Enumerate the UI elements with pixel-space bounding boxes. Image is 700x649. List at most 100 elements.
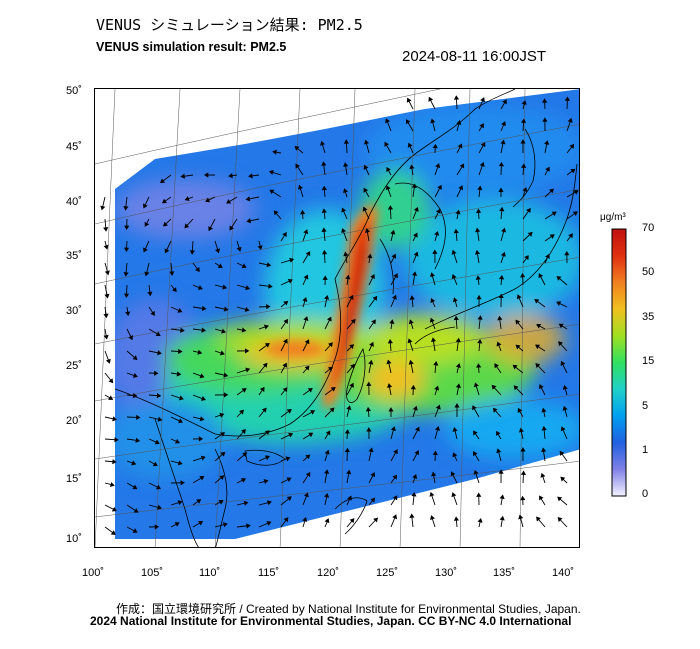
wind-arrow-head: [498, 274, 505, 280]
wind-arrow-head: [412, 474, 418, 479]
wind-arrow-head: [159, 178, 165, 184]
wind-arrow-head: [430, 515, 435, 521]
wind-arrow-head: [304, 365, 310, 371]
wind-arrow-head: [570, 168, 576, 174]
wind-arrow-head: [245, 285, 251, 291]
wind-arrow-head: [515, 344, 521, 350]
wind-arrow-head: [568, 233, 573, 239]
wind-arrow-head: [104, 293, 110, 299]
wind-arrow-head: [524, 255, 529, 261]
wind-arrow-head: [103, 227, 109, 232]
title-en: VENUS simulation result: PM2.5: [96, 40, 287, 54]
wind-arrow-head: [269, 189, 275, 195]
wind-arrow-head: [132, 355, 138, 361]
wind-arrow-head: [384, 141, 389, 147]
wind-arrow-head: [286, 409, 292, 414]
wind-arrow-head: [412, 405, 418, 411]
wind-arrow-head: [408, 319, 414, 325]
wind-arrow-head: [295, 163, 301, 169]
wind-arrow-head: [156, 484, 162, 490]
y-tick-label: 25˚: [66, 360, 82, 372]
wind-arrow-head: [111, 506, 117, 512]
wind-arrow-head: [451, 274, 457, 280]
wind-arrow-head: [344, 429, 350, 434]
wind-arrow-head: [432, 143, 438, 149]
map-canvas: [95, 89, 579, 547]
wind-arrow-head: [539, 495, 544, 501]
wind-arrow-head: [479, 161, 485, 167]
wind-arrow-head: [108, 395, 114, 400]
wind-arrow-head: [154, 524, 160, 530]
wind-arrow-head: [527, 231, 533, 237]
wind-arrow-head: [430, 118, 436, 124]
wind-arrow-head: [322, 275, 328, 280]
wind-arrow-head: [491, 384, 497, 390]
wind-arrow-head: [288, 432, 294, 438]
wind-arrow-head: [413, 206, 419, 212]
wind-arrow-head: [246, 218, 252, 224]
wind-arrow-head: [324, 449, 330, 455]
wind-arrow-head: [476, 492, 482, 497]
wind-arrow-head: [451, 249, 457, 255]
wind-arrow-head: [455, 363, 461, 369]
wind-arrow-head: [208, 226, 213, 232]
wind-arrow-head: [496, 341, 502, 347]
wind-vectors: [100, 95, 579, 535]
wind-arrow-head: [520, 470, 527, 475]
wind-arrow-head: [413, 232, 418, 238]
x-tick-label: 140˚: [552, 567, 575, 579]
credit-text: 作成：国立環境研究所 / Created by National Institu…: [116, 602, 581, 616]
wind-arrow-head: [264, 430, 270, 436]
wind-arrow-head: [131, 460, 137, 466]
wind-arrow-head: [385, 185, 391, 191]
wind-arrow-head: [266, 521, 272, 526]
wind-arrow-head: [132, 528, 138, 533]
colorbar-label: 70: [642, 222, 655, 234]
wind-arrow-head: [498, 187, 504, 192]
wind-arrow-head: [435, 208, 441, 214]
wind-arrow-head: [541, 447, 547, 453]
wind-arrow-head: [283, 517, 289, 523]
wind-arrow-head: [297, 184, 303, 190]
wind-arrow-head: [177, 500, 183, 506]
wind-arrow-head: [219, 350, 225, 356]
wind-arrow-head: [217, 263, 223, 268]
wind-arrow-head: [218, 500, 224, 505]
wind-arrow-head: [221, 328, 227, 334]
wind-arrow-head: [135, 437, 141, 443]
wind-arrow-head: [328, 342, 333, 348]
wind-arrow-head: [205, 197, 211, 203]
wind-arrow-head: [223, 306, 229, 312]
wind-arrow-head: [494, 363, 499, 369]
wind-arrow-head: [294, 146, 300, 151]
wind-arrow-head: [259, 386, 265, 392]
wind-arrow-head: [346, 405, 352, 411]
wind-arrow-head: [286, 496, 292, 501]
wind-arrow-head: [349, 518, 355, 524]
wind-arrow-head: [236, 246, 242, 252]
wind-arrow-head: [413, 251, 419, 257]
wind-arrow-head: [345, 274, 351, 280]
wind-arrow-head: [559, 450, 565, 456]
wind-arrow-head: [219, 432, 226, 437]
x-tick-label: 110˚: [199, 567, 221, 579]
wind-arrow-head: [541, 407, 547, 413]
wind-arrow-head: [496, 448, 502, 454]
wind-arrow-head: [164, 248, 170, 254]
wind-arrow-head: [560, 476, 566, 482]
wind-arrow-head: [163, 221, 168, 227]
wind-arrow-head: [198, 436, 204, 442]
wind-arrow-head: [303, 492, 309, 498]
wind-arrow-head: [473, 430, 478, 436]
wind-arrow-head: [123, 272, 129, 277]
wind-arrow-head: [273, 210, 279, 216]
wind-arrow-head: [365, 406, 372, 412]
wind-arrow-head: [341, 228, 347, 234]
wind-arrow-head: [144, 271, 150, 277]
wind-arrow-head: [307, 387, 313, 393]
wind-arrow-head: [283, 338, 288, 344]
wind-arrow-head: [245, 196, 251, 202]
wind-arrow-head: [562, 405, 568, 411]
wind-arrow-head: [476, 294, 482, 300]
wind-arrow-head: [268, 169, 274, 175]
